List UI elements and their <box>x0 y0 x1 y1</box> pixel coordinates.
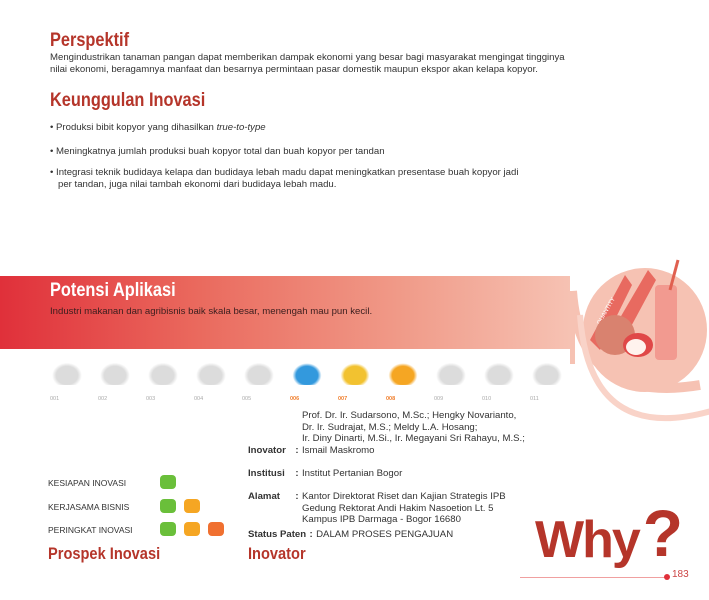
address-line: Kampus IPB Darmaga - Bogor 16680 <box>302 514 461 526</box>
alamat-row: Alamat : Kantor Direktorat Riset dan Kaj… <box>248 491 506 526</box>
item-text: Meningkatnya jumlah produksi buah kopyor… <box>56 146 385 157</box>
institusi-row: Institusi : Institut Pertanian Bogor <box>248 468 402 480</box>
why-question-mark: ? <box>642 496 684 570</box>
colon: : <box>295 468 299 479</box>
keunggulan-item: • Integrasi teknik budidaya kelapa dan b… <box>50 167 519 190</box>
perspektif-title: Perspektif <box>50 30 130 51</box>
hand-icon <box>160 475 176 489</box>
illustration-coconut-drink: QUANTITY <box>570 259 709 422</box>
prospek-label: KERJASAMA BISNIS <box>48 501 130 512</box>
item-italic: true-to-type <box>216 122 266 133</box>
why-heading: Why ? <box>535 500 683 566</box>
address-line: Kantor Direktorat Riset dan Kajian Strat… <box>302 491 506 502</box>
prospek-label: KESIAPAN INOVASI <box>48 478 127 488</box>
paten-row: Status Paten : DALAM PROSES PENGAJUAN <box>248 529 453 541</box>
sector-icon-010 <box>482 361 516 385</box>
name-line: Ismail Maskromo <box>302 444 375 456</box>
sector-icon-008 <box>386 361 420 385</box>
potensi-banner <box>0 276 570 349</box>
paten-label: Status Paten <box>248 529 307 540</box>
name-line: Dr. Ir. Sudrajat, M.S.; Meldy L.A. Hosan… <box>302 421 478 433</box>
inovator-row: Inovator : Prof. Dr. Ir. Sudarsono, M.Sc… <box>248 410 525 456</box>
sector-code: 005 <box>242 396 252 402</box>
sector-icon-001 <box>50 361 84 385</box>
sector-icon-002 <box>98 361 132 385</box>
footer-line <box>520 577 665 578</box>
item-text: Integrasi teknik budidaya kelapa dan bud… <box>56 167 519 190</box>
potensi-title: Potensi Aplikasi <box>50 280 176 301</box>
perspektif-text: Mengindustrikan tanaman pangan dapat mem… <box>50 52 565 75</box>
potensi-text: Industri makanan dan agribisnis baik ska… <box>50 306 373 317</box>
sector-code: 004 <box>194 396 204 402</box>
sector-icon-007 <box>338 361 372 385</box>
sector-code: 007 <box>338 396 348 402</box>
prospek-title: Prospek Inovasi <box>48 544 161 563</box>
sector-code: 010 <box>482 396 492 402</box>
sector-code: 009 <box>434 396 444 402</box>
paten-value: DALAM PROSES PENGAJUAN <box>316 529 454 540</box>
keunggulan-item: • Produksi bibit kopyor yang dihasilkan … <box>50 122 266 133</box>
sector-icon-009 <box>434 361 468 385</box>
alamat-label: Alamat <box>248 491 280 502</box>
keunggulan-item: • Meningkatnya jumlah produksi buah kopy… <box>50 146 385 157</box>
thumbs-up-icon <box>208 522 224 536</box>
page-number: 183 <box>672 569 689 580</box>
sector-code: 008 <box>386 396 396 402</box>
colon: : <box>295 444 299 456</box>
sector-code: 003 <box>146 396 156 402</box>
institusi-label: Institusi <box>248 468 285 479</box>
name-line: Prof. Dr. Ir. Sudarsono, M.Sc.; Hengky N… <box>302 410 517 421</box>
inovator-label: Inovator <box>248 444 286 456</box>
thumbs-up-icon <box>184 522 200 536</box>
sector-code: 006 <box>290 396 300 402</box>
sector-icon-003 <box>146 361 180 385</box>
thumbs-up-icon <box>160 522 176 536</box>
footer-dot <box>664 574 670 580</box>
inovator-title: Inovator <box>248 544 306 563</box>
name-line: Ir. Diny Dinarti, M.Si., Ir. Megayani Sr… <box>302 433 525 445</box>
alamat-value: Kantor Direktorat Riset dan Kajian Strat… <box>302 491 506 526</box>
keunggulan-title: Keunggulan Inovasi <box>50 90 206 111</box>
sector-code: 002 <box>98 396 108 402</box>
item-text: Produksi bibit kopyor yang dihasilkan <box>56 122 217 133</box>
sector-icon-004 <box>194 361 228 385</box>
sector-icon-005 <box>242 361 276 385</box>
sector-icon-006 <box>290 361 324 385</box>
inovator-names: Prof. Dr. Ir. Sudarsono, M.Sc.; Hengky N… <box>302 410 525 456</box>
colon: : <box>295 491 299 502</box>
colon: : <box>309 529 313 540</box>
sector-code: 001 <box>50 396 60 402</box>
handshake-icon <box>184 498 200 513</box>
why-word: Why <box>535 511 641 569</box>
address-line: Gedung Rektorat Andi Hakim Nasoetion Lt.… <box>302 502 494 514</box>
handshake-icon <box>160 498 176 513</box>
prospek-label: PERINGKAT INOVASI <box>48 525 133 535</box>
sector-icon-011 <box>530 361 564 385</box>
institusi-value: Institut Pertanian Bogor <box>302 468 403 479</box>
sector-code: 011 <box>530 396 539 402</box>
